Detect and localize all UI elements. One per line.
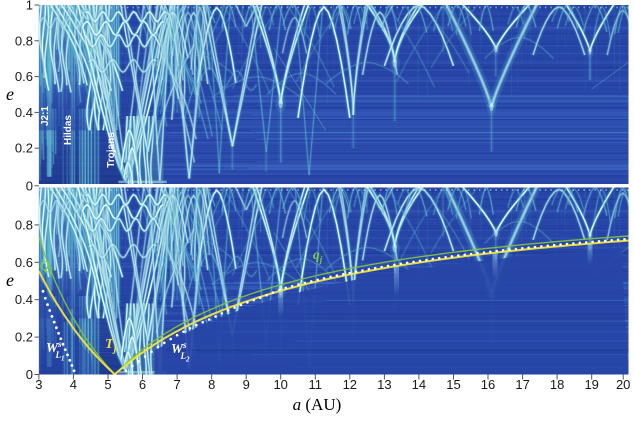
svg-text:e: e [6,270,14,290]
svg-text:0.6: 0.6 [15,69,33,84]
svg-text:Trojans: Trojans [106,132,117,168]
svg-text:4: 4 [70,377,77,392]
svg-text:1: 1 [26,0,33,13]
svg-text:J2:1: J2:1 [40,106,51,126]
svg-text:Qj: Qj [40,258,53,276]
svg-text:9: 9 [243,377,250,392]
svg-text:0: 0 [26,179,33,194]
svg-text:Hildas: Hildas [63,115,74,145]
svg-text:0.4: 0.4 [15,292,33,307]
svg-text:0.2: 0.2 [15,141,33,156]
svg-text:15: 15 [446,377,460,392]
svg-text:0.2: 0.2 [15,330,33,345]
svg-text:11: 11 [309,377,323,392]
svg-text:12: 12 [343,377,357,392]
svg-text:3: 3 [35,377,42,392]
svg-text:5: 5 [104,377,111,392]
svg-text:qj: qj [313,247,323,265]
svg-text:6: 6 [139,377,146,392]
svg-text:18: 18 [550,377,564,392]
svg-text:7: 7 [173,377,180,392]
svg-text:e: e [6,84,14,104]
svg-text:14: 14 [412,377,426,392]
svg-text:Tj: Tj [105,337,117,355]
svg-text:10: 10 [273,377,287,392]
svg-text:0.4: 0.4 [15,105,33,120]
svg-text:0.8: 0.8 [15,33,33,48]
svg-text:0: 0 [26,367,33,382]
svg-text:8: 8 [208,377,215,392]
svg-text:13: 13 [377,377,391,392]
svg-text:16: 16 [481,377,495,392]
svg-text:19: 19 [584,377,598,392]
svg-text:17: 17 [515,377,529,392]
svg-text:0.6: 0.6 [15,255,33,270]
svg-text:0.8: 0.8 [15,217,33,232]
svg-text:a (AU): a (AU) [293,395,342,414]
svg-text:20: 20 [616,377,630,392]
